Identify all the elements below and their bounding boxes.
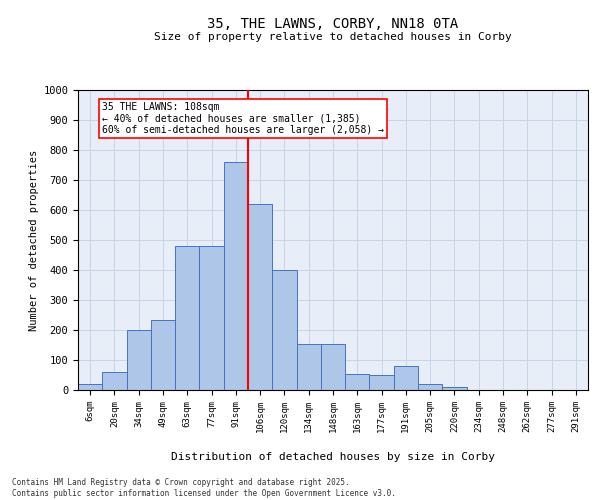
- Bar: [78, 384, 102, 390]
- Bar: [224, 162, 248, 390]
- Text: 35 THE LAWNS: 108sqm
← 40% of detached houses are smaller (1,385)
60% of semi-de: 35 THE LAWNS: 108sqm ← 40% of detached h…: [102, 102, 384, 135]
- Bar: [102, 372, 127, 390]
- Y-axis label: Number of detached properties: Number of detached properties: [29, 150, 39, 330]
- Bar: [296, 344, 321, 390]
- Bar: [248, 204, 272, 390]
- Bar: [370, 375, 394, 390]
- Bar: [418, 384, 442, 390]
- Bar: [345, 374, 370, 390]
- Text: Distribution of detached houses by size in Corby: Distribution of detached houses by size …: [171, 452, 495, 462]
- Bar: [394, 366, 418, 390]
- Bar: [151, 320, 175, 390]
- Text: 35, THE LAWNS, CORBY, NN18 0TA: 35, THE LAWNS, CORBY, NN18 0TA: [208, 18, 458, 32]
- Bar: [127, 330, 151, 390]
- Bar: [199, 246, 224, 390]
- Bar: [175, 246, 199, 390]
- Text: Contains HM Land Registry data © Crown copyright and database right 2025.
Contai: Contains HM Land Registry data © Crown c…: [12, 478, 396, 498]
- Bar: [272, 270, 296, 390]
- Text: Size of property relative to detached houses in Corby: Size of property relative to detached ho…: [154, 32, 512, 42]
- Bar: [442, 387, 467, 390]
- Bar: [321, 344, 345, 390]
